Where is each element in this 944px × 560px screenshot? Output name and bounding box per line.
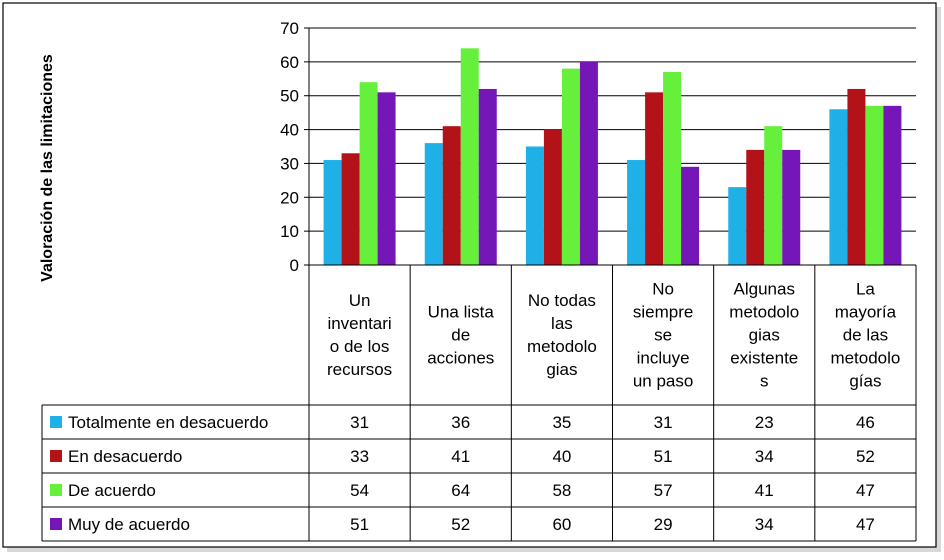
table-value: 52 bbox=[856, 447, 875, 466]
table-value: 41 bbox=[755, 481, 774, 500]
bar bbox=[460, 48, 479, 265]
bar bbox=[681, 166, 700, 265]
category-label: La mayoría de las metodolo gías bbox=[830, 280, 900, 391]
bar bbox=[663, 72, 682, 265]
legend-swatch bbox=[50, 416, 62, 428]
table-value: 58 bbox=[552, 481, 571, 500]
y-tick-label: 30 bbox=[280, 154, 299, 173]
table-value: 46 bbox=[856, 413, 875, 432]
legend-label: Muy de acuerdo bbox=[68, 515, 190, 534]
bar bbox=[883, 105, 902, 265]
table-value: 54 bbox=[350, 481, 369, 500]
category-label: No todas las metodolo gias bbox=[527, 291, 597, 379]
bar bbox=[377, 92, 396, 265]
table-value: 35 bbox=[552, 413, 571, 432]
legend-label: Totalmente en desacuerdo bbox=[68, 413, 268, 432]
bar bbox=[728, 187, 747, 265]
bar bbox=[579, 61, 598, 265]
table-value: 34 bbox=[755, 447, 774, 466]
table-value: 31 bbox=[350, 413, 369, 432]
category-label: Un inventari o de los recursos bbox=[327, 291, 392, 379]
table-value: 57 bbox=[654, 481, 673, 500]
table-value: 52 bbox=[451, 515, 470, 534]
bar bbox=[543, 129, 562, 265]
y-tick-label: 70 bbox=[280, 19, 299, 38]
bar bbox=[424, 143, 443, 265]
bar bbox=[323, 160, 342, 265]
bar bbox=[561, 68, 580, 265]
bar bbox=[847, 88, 866, 265]
y-tick-label: 10 bbox=[280, 222, 299, 241]
bar bbox=[764, 126, 783, 265]
table-value: 51 bbox=[654, 447, 673, 466]
table-value: 51 bbox=[350, 515, 369, 534]
table-value: 47 bbox=[856, 481, 875, 500]
bar bbox=[478, 88, 497, 265]
y-tick-label: 20 bbox=[280, 188, 299, 207]
y-tick-label: 0 bbox=[290, 256, 299, 275]
category-label: Algunas metodolo gias existente s bbox=[729, 280, 799, 391]
bar bbox=[782, 149, 801, 265]
y-axis-title: Valoración de las limitaciones bbox=[39, 54, 56, 282]
table-value: 31 bbox=[654, 413, 673, 432]
table-value: 34 bbox=[755, 515, 774, 534]
bar bbox=[442, 126, 461, 265]
table-value: 41 bbox=[451, 447, 470, 466]
legend-swatch bbox=[50, 450, 62, 462]
bar bbox=[525, 146, 544, 265]
table-value: 29 bbox=[654, 515, 673, 534]
category-label: No siempre se incluye un paso bbox=[633, 280, 694, 391]
bar bbox=[341, 153, 360, 265]
legend-label: En desacuerdo bbox=[68, 447, 182, 466]
y-tick-label: 50 bbox=[280, 87, 299, 106]
bar bbox=[627, 160, 646, 265]
table-value: 36 bbox=[451, 413, 470, 432]
table-value: 47 bbox=[856, 515, 875, 534]
legend-swatch bbox=[50, 484, 62, 496]
bar bbox=[829, 109, 848, 265]
bar bbox=[359, 82, 378, 266]
legend-swatch bbox=[50, 518, 62, 530]
bar bbox=[645, 92, 664, 265]
table-value: 33 bbox=[350, 447, 369, 466]
legend-label: De acuerdo bbox=[68, 481, 156, 500]
bar bbox=[865, 105, 884, 265]
bar bbox=[746, 149, 765, 265]
y-tick-label: 60 bbox=[280, 53, 299, 72]
table-value: 23 bbox=[755, 413, 774, 432]
table-value: 64 bbox=[451, 481, 470, 500]
category-label: Una lista de acciones bbox=[427, 303, 494, 368]
table-value: 40 bbox=[552, 447, 571, 466]
table-value: 60 bbox=[552, 515, 571, 534]
y-tick-label: 40 bbox=[280, 121, 299, 140]
